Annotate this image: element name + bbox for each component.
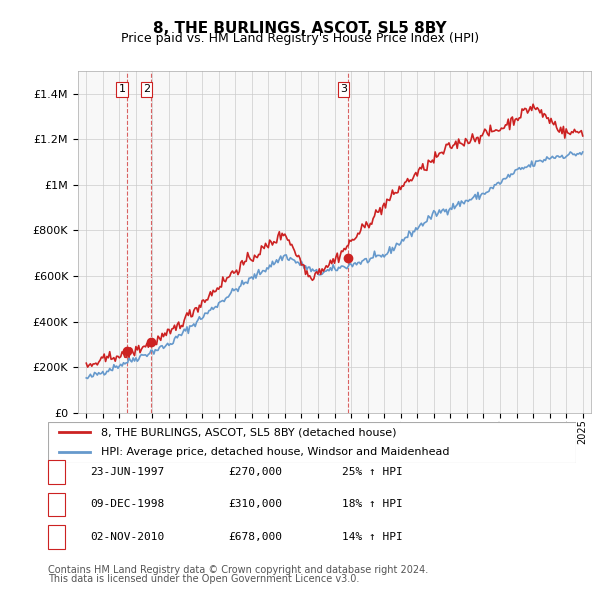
Text: 3: 3 (340, 84, 347, 94)
Text: 14% ↑ HPI: 14% ↑ HPI (342, 532, 403, 542)
Text: 1: 1 (119, 84, 125, 94)
Text: This data is licensed under the Open Government Licence v3.0.: This data is licensed under the Open Gov… (48, 574, 359, 584)
Text: 25% ↑ HPI: 25% ↑ HPI (342, 467, 403, 477)
Text: 09-DEC-1998: 09-DEC-1998 (90, 500, 164, 509)
Text: 2: 2 (53, 500, 60, 509)
Text: £310,000: £310,000 (228, 500, 282, 509)
Text: 1: 1 (53, 467, 60, 477)
Text: 02-NOV-2010: 02-NOV-2010 (90, 532, 164, 542)
Text: 18% ↑ HPI: 18% ↑ HPI (342, 500, 403, 509)
Text: HPI: Average price, detached house, Windsor and Maidenhead: HPI: Average price, detached house, Wind… (101, 447, 449, 457)
Text: Price paid vs. HM Land Registry's House Price Index (HPI): Price paid vs. HM Land Registry's House … (121, 32, 479, 45)
Text: 2: 2 (143, 84, 150, 94)
Text: 8, THE BURLINGS, ASCOT, SL5 8BY: 8, THE BURLINGS, ASCOT, SL5 8BY (153, 21, 447, 35)
Text: 3: 3 (53, 532, 60, 542)
Text: 8, THE BURLINGS, ASCOT, SL5 8BY (detached house): 8, THE BURLINGS, ASCOT, SL5 8BY (detache… (101, 427, 397, 437)
Text: 23-JUN-1997: 23-JUN-1997 (90, 467, 164, 477)
Text: Contains HM Land Registry data © Crown copyright and database right 2024.: Contains HM Land Registry data © Crown c… (48, 565, 428, 575)
Text: £678,000: £678,000 (228, 532, 282, 542)
FancyBboxPatch shape (48, 422, 576, 463)
Text: £270,000: £270,000 (228, 467, 282, 477)
